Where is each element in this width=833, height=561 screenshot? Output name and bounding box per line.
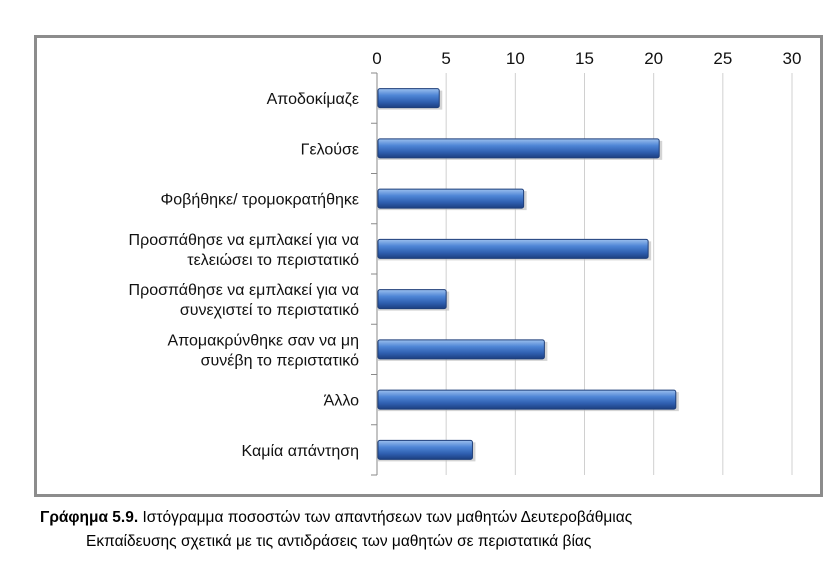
category-label-5-line1: Απομακρύνθηκε σαν να μη (168, 332, 359, 349)
caption-line1: Ιστόγραμμα ποσοστών των απαντήσεων των μ… (142, 509, 633, 526)
x-tick-label-30: 30 (783, 49, 802, 68)
x-tick-label-10: 10 (506, 49, 525, 68)
bar-3 (377, 238, 649, 259)
x-tick-label-15: 15 (575, 49, 594, 68)
bar-1 (377, 138, 660, 159)
caption-line2: Εκπαίδευσης σχετικά με τις αντιδράσεις τ… (86, 533, 592, 550)
category-label-3-line2: τελειώσει το περιστατικό (187, 252, 359, 269)
category-label-6: Άλλο (324, 393, 359, 410)
bar-6 (377, 389, 677, 410)
category-label-3-line1: Προσπάθησε να εμπλακεί για να (129, 232, 359, 249)
category-label-1: Γελούσε (301, 141, 359, 158)
bar-2 (377, 188, 525, 209)
category-label-4-line2: συνεχιστεί το περιστατικό (180, 302, 359, 319)
category-label-2: Φοβήθηκε/ τρομοκρατήθηκε (160, 192, 359, 209)
x-tick-label-5: 5 (441, 49, 450, 68)
x-tick-label-0: 0 (372, 49, 381, 68)
chart-frame: 0 5 10 15 20 25 30 Αποδοκίμαζε Γελούσε Φοβήθηκε/… (34, 35, 823, 497)
category-label-7: Καμία απάντηση (242, 443, 360, 460)
bar-5 (377, 339, 545, 360)
bar-7 (377, 439, 473, 460)
category-label-5-line2: συνέβη το περιστατικό (201, 352, 359, 369)
category-label-0: Αποδοκίμαζε (267, 91, 359, 108)
caption-label: Γράφημα 5.9. (40, 509, 139, 526)
x-tick-label-20: 20 (644, 49, 663, 68)
bar-4 (377, 289, 447, 310)
bar-0 (377, 88, 440, 109)
figure-caption: Γράφημα 5.9. Ιστόγραμμα ποσοστών των απα… (40, 506, 820, 554)
bar-chart: 0 5 10 15 20 25 30 Αποδοκίμαζε Γελούσε Φοβήθηκε/… (129, 49, 802, 476)
x-tick-label-25: 25 (713, 49, 732, 68)
category-label-4-line1: Προσπάθησε να εμπλακεί για να (129, 282, 359, 299)
